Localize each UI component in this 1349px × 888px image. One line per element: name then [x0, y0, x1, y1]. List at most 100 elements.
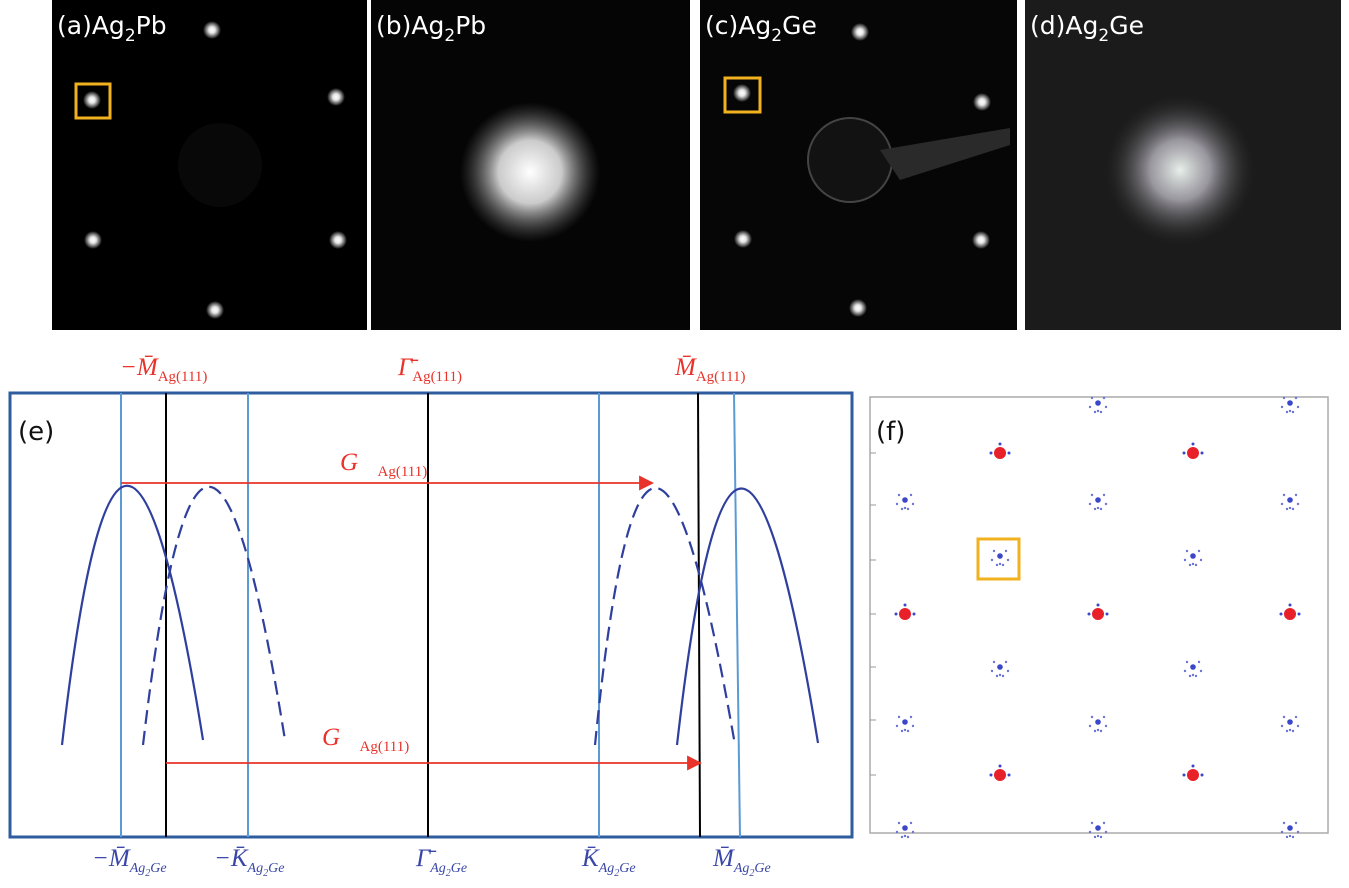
satellite-spot: [901, 836, 903, 838]
satellite-spot: [1281, 725, 1283, 727]
satellite-spot: [898, 494, 900, 496]
bottom-label: M̄Ag2Ge: [712, 845, 771, 879]
satellite-spot: [1283, 822, 1285, 824]
satellite-spot: [904, 604, 907, 607]
satellite-spot: [1281, 503, 1283, 505]
satellite-spot: [1280, 613, 1283, 616]
bottom-label: −M̄Ag2Ge: [92, 845, 167, 879]
satellite-spot: [1201, 452, 1204, 455]
satellite-spot: [1097, 835, 1099, 837]
subscript: Ag(111): [378, 464, 428, 480]
diffraction-spot: [84, 231, 102, 249]
satellite-spot: [912, 725, 914, 727]
satellite-spot: [1201, 774, 1204, 777]
formula-element: Ag: [92, 11, 125, 40]
panel-letter: (a): [57, 11, 92, 40]
satellite-spot: [1283, 397, 1285, 399]
satellite-spot: [1189, 564, 1191, 566]
formula-element: Ag: [1065, 11, 1098, 40]
formula-subscript: 2: [444, 26, 455, 46]
substrate-spot: [899, 608, 911, 620]
satellite-spot: [1289, 507, 1291, 509]
satellite-spot: [912, 831, 914, 833]
satellite-spot: [910, 494, 912, 496]
satellite-spot: [1105, 831, 1107, 833]
formula-element: Ge: [782, 11, 817, 40]
satellite-spot: [1007, 670, 1009, 672]
satellite-spot: [1091, 822, 1093, 824]
satellite-spot: [1105, 406, 1107, 408]
satellite-spot: [1100, 730, 1102, 732]
satellite-spot: [907, 836, 909, 838]
satellite-spot: [1091, 494, 1093, 496]
satellite-spot: [999, 765, 1002, 768]
satellite-spot: [1289, 729, 1291, 731]
satellite-spot: [991, 670, 993, 672]
satellite-spot: [993, 550, 995, 552]
top-label: −M̄Ag(111): [120, 354, 207, 385]
figure: (a)Ag2Pb(b)Ag2Pb(c)Ag2Ge(d)Ag2Ge: [0, 0, 1349, 888]
satellite-spot: [898, 822, 900, 824]
satellite-spot: [1289, 410, 1291, 412]
diffraction-spot: [734, 230, 752, 248]
satellite-spot: [1200, 559, 1202, 561]
satellite-spot: [999, 563, 1001, 565]
substrate-spot: [1187, 447, 1199, 459]
satellite-spot: [1283, 494, 1285, 496]
satellite-spot: [1089, 503, 1091, 505]
satellite-spot: [1189, 675, 1191, 677]
satellite-spot: [1100, 411, 1102, 413]
panel-label: (f): [876, 417, 905, 447]
satellite-spot: [1094, 508, 1096, 510]
satellite-spot: [990, 452, 993, 455]
satellite-spot: [1297, 406, 1299, 408]
satellite-spot: [1281, 406, 1283, 408]
satellite-spot: [1292, 836, 1294, 838]
satellite-spot: [1186, 661, 1188, 663]
satellite-spot: [1295, 494, 1297, 496]
satellite-spot: [990, 774, 993, 777]
lattice-spot: [1287, 400, 1293, 406]
satellite-spot: [1103, 494, 1105, 496]
satellite-spot: [1297, 831, 1299, 833]
satellite-spot: [1192, 563, 1194, 565]
formula-element: Ge: [1109, 11, 1144, 40]
satellite-spot: [904, 507, 906, 509]
diffraction-spot: [206, 301, 224, 319]
satellite-spot: [1292, 730, 1294, 732]
bottom-label: −K̄Ag2Ge: [214, 845, 284, 879]
substrate-spot: [994, 769, 1006, 781]
subscript: Ge: [451, 861, 467, 876]
subscript: Ag: [247, 861, 264, 876]
satellite-spot: [907, 508, 909, 510]
satellite-spot: [1097, 604, 1100, 607]
lattice-spot: [902, 825, 908, 831]
lattice-spot: [1287, 825, 1293, 831]
lattice-spot: [1095, 400, 1101, 406]
subscript: Ge: [150, 861, 166, 876]
satellite-spot: [910, 716, 912, 718]
satellite-spot: [1295, 716, 1297, 718]
satellite-spot: [1184, 559, 1186, 561]
satellite-spot: [1195, 675, 1197, 677]
satellite-spot: [1292, 411, 1294, 413]
satellite-spot: [1103, 822, 1105, 824]
lattice-spot: [902, 719, 908, 725]
substrate-spot: [1284, 608, 1296, 620]
panel-label: (e): [18, 417, 54, 447]
satellite-spot: [1097, 410, 1099, 412]
satellite-spot: [1195, 564, 1197, 566]
satellite-spot: [1100, 836, 1102, 838]
formula-element: Ag: [738, 11, 771, 40]
satellite-spot: [1286, 411, 1288, 413]
satellite-spot: [1283, 716, 1285, 718]
panel-letter: (d): [1030, 11, 1065, 40]
satellite-spot: [1286, 730, 1288, 732]
satellite-spot: [1103, 716, 1105, 718]
satellite-spot: [1105, 503, 1107, 505]
subscript: Ge: [754, 861, 770, 876]
formula-element: Pb: [455, 11, 486, 40]
satellite-spot: [996, 564, 998, 566]
satellite-spot: [1292, 508, 1294, 510]
satellite-spot: [991, 559, 993, 561]
